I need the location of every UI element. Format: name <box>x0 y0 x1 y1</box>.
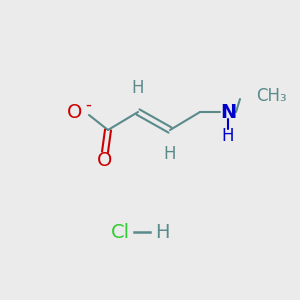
Text: -: - <box>85 96 91 114</box>
Text: H: H <box>164 145 176 163</box>
Text: CH₃: CH₃ <box>256 87 286 105</box>
Text: H: H <box>132 79 144 97</box>
Text: H: H <box>222 127 234 145</box>
Text: Cl: Cl <box>110 223 130 242</box>
Text: H: H <box>155 223 169 242</box>
Text: O: O <box>67 103 83 122</box>
Text: O: O <box>97 151 113 169</box>
Text: N: N <box>220 103 236 122</box>
